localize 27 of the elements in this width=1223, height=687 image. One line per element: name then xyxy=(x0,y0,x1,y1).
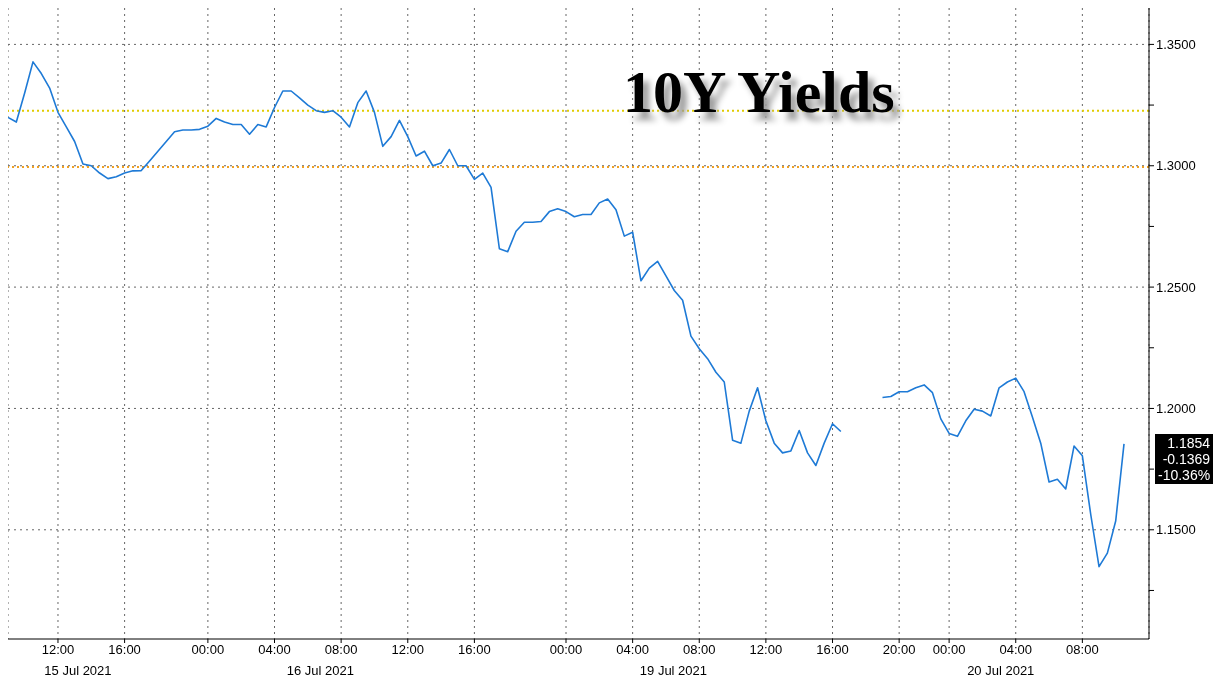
x-tick-label: 04:00 xyxy=(616,642,649,658)
text: 20 Jul 2021 xyxy=(966,663,1036,678)
x-tick-label: 12:00 xyxy=(41,642,75,658)
y-tick-label: 1.2000 xyxy=(1156,401,1196,417)
text: 15 Jul 2021 xyxy=(43,663,113,678)
x-tick-label: 16:00 xyxy=(816,642,849,658)
y-tick-label: 1.3500 xyxy=(1156,37,1196,53)
x-tick-label: 00:00 xyxy=(191,642,225,658)
x-tick-label: 16:00 xyxy=(108,642,141,658)
text: 19 Jul 2021 xyxy=(638,663,709,678)
text: 10Y Yields xyxy=(623,58,895,127)
x-tick-label: 08:00 xyxy=(1066,642,1099,658)
x-tick-label: 12:00 xyxy=(749,642,783,658)
x-tick-label: 12:00 xyxy=(391,642,425,658)
y-tick-label: 1.3000 xyxy=(1156,158,1196,174)
x-tick-label: 08:00 xyxy=(682,642,716,658)
x-tick-label: 00:00 xyxy=(549,642,583,658)
x-tick-label: 08:00 xyxy=(324,642,358,658)
x-tick-label: 16:00 xyxy=(458,642,491,658)
x-tick-label: 00:00 xyxy=(932,642,966,658)
x-tick-label: 20:00 xyxy=(882,642,916,658)
x-tick-label: 04:00 xyxy=(999,642,1033,658)
y-tick-label: 1.2500 xyxy=(1156,279,1196,295)
x-tick-label: 04:00 xyxy=(258,642,291,658)
y-tick-label: 1.1500 xyxy=(1156,522,1196,538)
text: 1.1854 -0.1369 -10.36% xyxy=(1158,434,1211,483)
text: 16 Jul 2021 xyxy=(285,663,355,678)
